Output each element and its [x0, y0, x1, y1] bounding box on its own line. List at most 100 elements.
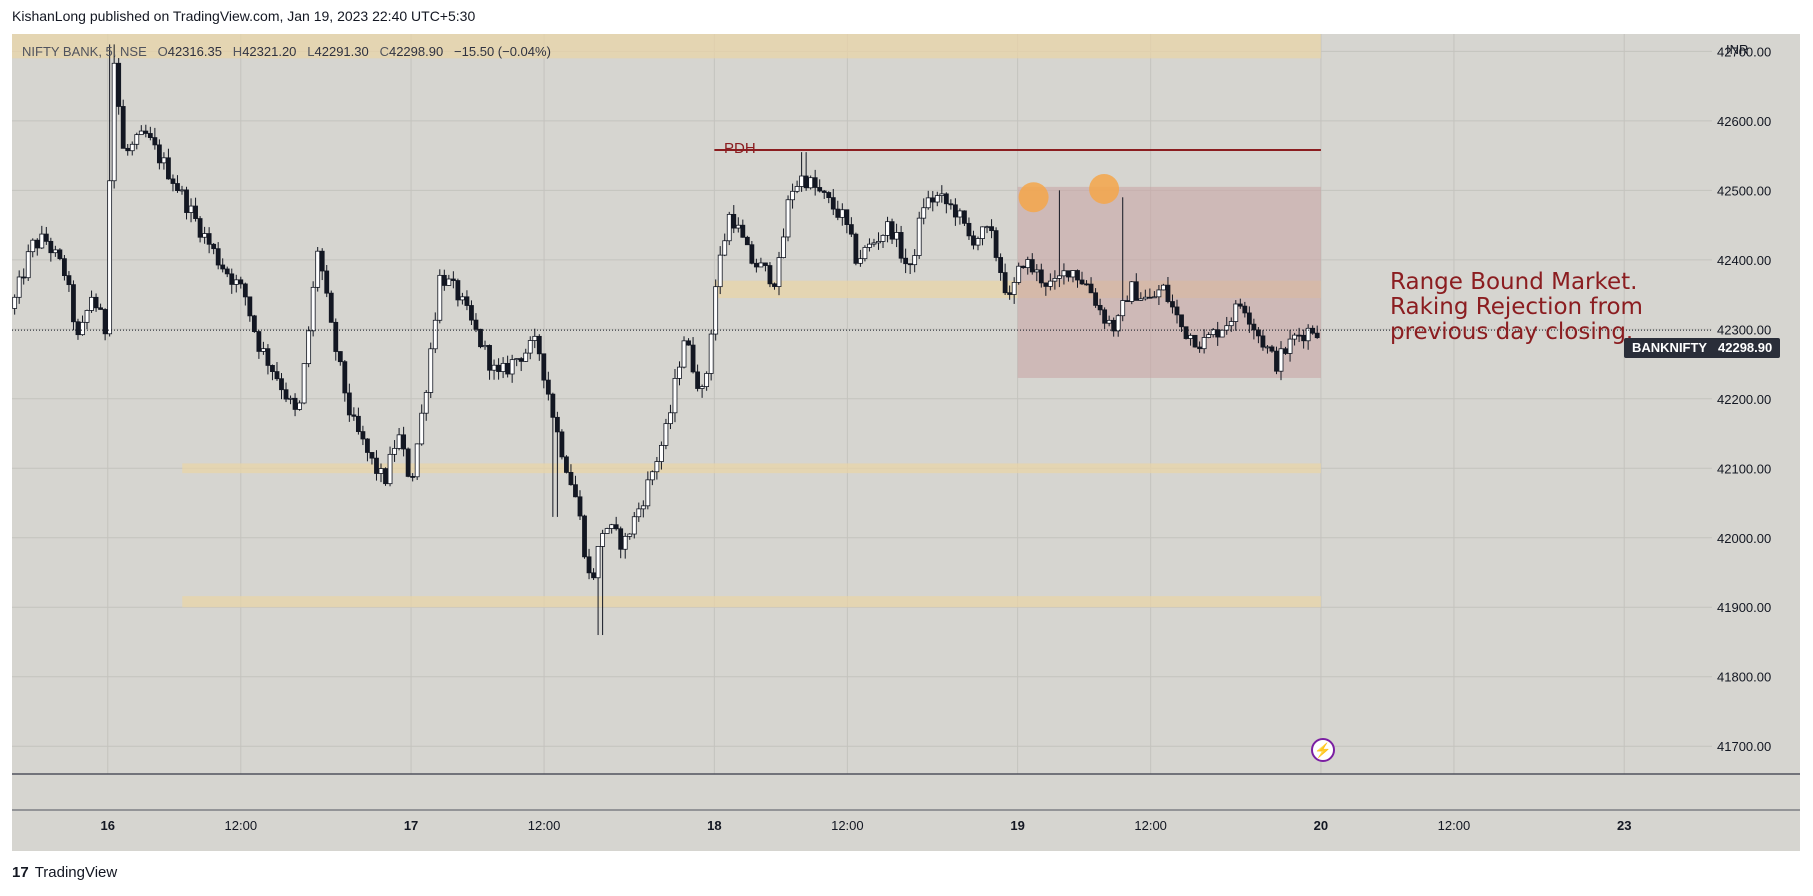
candle-body	[1151, 296, 1157, 299]
candle-body	[423, 392, 429, 414]
candle-body	[1305, 327, 1311, 342]
candle-body	[971, 235, 976, 246]
candle-body	[1301, 334, 1307, 342]
candle-body	[772, 283, 777, 287]
candle-body	[419, 412, 425, 445]
candle-body	[211, 243, 217, 250]
candle-body	[328, 292, 334, 323]
candle-body	[93, 296, 99, 309]
candle-body	[500, 362, 506, 372]
candle-body	[1233, 303, 1239, 322]
candle-body	[355, 415, 361, 432]
price-tick-label: 41900.00	[1717, 600, 1771, 615]
candle-body	[536, 335, 542, 355]
candle-body	[220, 264, 226, 270]
candle-body	[1174, 306, 1180, 316]
candle-body	[1215, 329, 1221, 338]
annotation-line-3: previous day closing.	[1390, 319, 1634, 345]
candle-body	[785, 199, 791, 238]
candle-body	[998, 257, 1004, 273]
high-value: 42321.20	[242, 44, 297, 59]
candle-body	[247, 296, 253, 317]
candle-body	[441, 274, 447, 286]
candle-body	[333, 321, 339, 352]
candle-body	[301, 363, 307, 404]
tradingview-logo-icon: 17	[12, 864, 29, 881]
candle-body	[1106, 319, 1112, 324]
candle-body	[559, 431, 565, 458]
candle-body	[57, 249, 63, 260]
candle-body	[509, 359, 515, 375]
candle-body	[1142, 296, 1148, 300]
candle-body	[1165, 284, 1171, 302]
candle-body	[1016, 265, 1022, 283]
candle-body	[713, 286, 719, 335]
candle-body	[1070, 270, 1076, 278]
candle-body	[925, 197, 931, 209]
candle-body	[939, 193, 945, 196]
candle-body	[663, 423, 669, 446]
candle-body	[1066, 270, 1071, 278]
candle-body	[360, 431, 366, 440]
candle-body	[175, 183, 180, 191]
candle-body	[437, 274, 443, 321]
price-tick-label: 42400.00	[1717, 253, 1771, 268]
candle-body	[1138, 298, 1144, 301]
candle-body	[631, 516, 637, 535]
candle-body	[808, 177, 814, 189]
candle-body	[120, 106, 126, 149]
candle-body	[930, 197, 936, 203]
candles	[12, 44, 1320, 636]
lightning-icon[interactable]: ⚡	[1311, 738, 1335, 762]
candle-body	[469, 305, 474, 321]
candle-body	[794, 186, 800, 192]
candle-body	[1133, 281, 1139, 301]
candle-body	[1274, 350, 1279, 372]
candle-body	[677, 366, 682, 379]
candle-body	[586, 556, 592, 574]
annotation-line-2: Raking Rejection from	[1390, 294, 1643, 320]
candle-body	[478, 328, 483, 348]
candle-body	[43, 233, 49, 242]
candle-body	[604, 528, 610, 534]
candle-body	[1314, 332, 1320, 339]
price-axis: 41700.00 41800.00 41900.00 42000.00 42100.00…	[1717, 44, 1771, 754]
chart-area[interactable]: 41700.00 41800.00 41900.00 42000.00 42100.00…	[12, 34, 1800, 851]
candle-body	[749, 244, 755, 264]
candle-body	[1219, 329, 1225, 338]
candle-body	[803, 175, 809, 189]
price-tick-label: 42600.00	[1717, 114, 1771, 129]
candle-body	[482, 345, 488, 348]
candle-body	[206, 233, 212, 245]
candle-body	[428, 348, 434, 393]
candle-body	[143, 130, 149, 134]
candle-body	[858, 258, 863, 264]
brand-footer[interactable]: 17 TradingView	[12, 864, 117, 881]
candle-body	[1047, 280, 1053, 287]
change-value: −15.50 (−0.04%)	[454, 44, 551, 59]
candle-body	[722, 240, 728, 256]
candle-body	[744, 236, 750, 246]
candle-body	[346, 392, 352, 416]
candle-body	[297, 402, 302, 410]
candle-body	[753, 262, 759, 268]
candle-body	[550, 393, 556, 418]
candle-body	[681, 340, 687, 368]
annotation-line-1: Range Bound Market.	[1390, 269, 1638, 295]
candle-body	[781, 236, 786, 259]
candle-body	[21, 276, 27, 279]
candle-body	[577, 496, 583, 517]
rejection-marker	[1018, 182, 1049, 213]
candle-body	[948, 203, 954, 206]
time-tick-label: 12:00	[1438, 818, 1471, 833]
candle-body	[1043, 282, 1049, 287]
candlestick-chart[interactable]: 41700.00 41800.00 41900.00 42000.00 42100.00…	[12, 34, 1800, 851]
candle-body	[455, 280, 461, 301]
candle-body	[1147, 296, 1153, 299]
candle-body	[708, 333, 714, 374]
candle-body	[378, 468, 384, 474]
candle-body	[876, 241, 881, 244]
time-tick-label: 20	[1314, 818, 1328, 833]
candle-body	[975, 238, 981, 246]
candle-body	[907, 263, 913, 266]
